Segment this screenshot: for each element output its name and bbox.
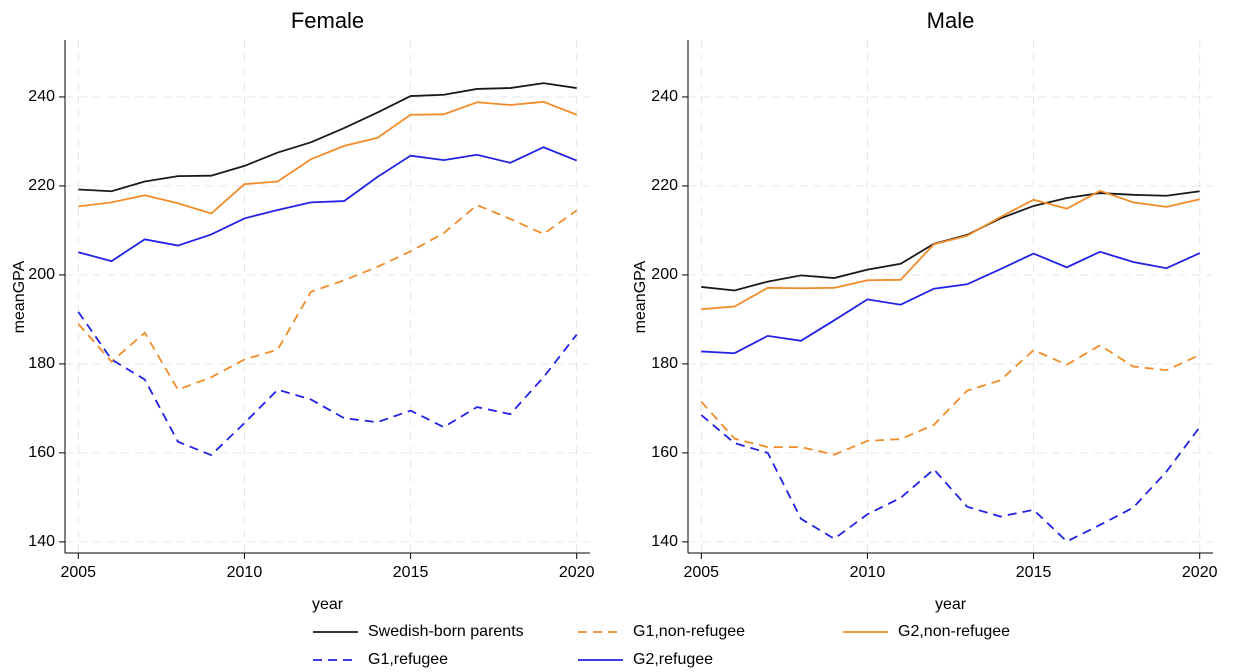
y-tick-label: 140 xyxy=(651,533,678,550)
y-tick-label: 160 xyxy=(651,444,678,461)
y-tick-label: 240 xyxy=(28,88,55,105)
x-tick-label: 2005 xyxy=(60,564,96,581)
chart-title: Male xyxy=(927,8,975,33)
y-axis-label: meanGPA xyxy=(11,260,28,333)
y-tick-label: 240 xyxy=(651,88,678,105)
series-line xyxy=(78,100,578,215)
y-tick-label: 200 xyxy=(28,266,55,283)
x-tick-label: 2010 xyxy=(227,564,263,581)
legend-label: G1,non-refugee xyxy=(633,623,745,640)
series-line xyxy=(701,189,1200,311)
y-tick-label: 140 xyxy=(28,533,55,550)
y-tick-label: 180 xyxy=(28,355,55,372)
y-tick-label: 160 xyxy=(28,444,55,461)
series-line xyxy=(77,204,578,391)
legend-label: G2,non-refugee xyxy=(898,623,1010,640)
series-line xyxy=(78,146,578,263)
series-line xyxy=(77,311,578,457)
series-line xyxy=(700,414,1201,543)
x-tick-label: 2005 xyxy=(683,564,719,581)
y-tick-label: 200 xyxy=(651,266,678,283)
chart-title: Female xyxy=(291,8,364,33)
y-tick-label: 180 xyxy=(651,355,678,372)
series-line xyxy=(701,250,1201,355)
x-axis-label: year xyxy=(935,596,967,613)
x-tick-label: 2020 xyxy=(1182,564,1218,581)
y-tick-label: 220 xyxy=(28,177,55,194)
series-line xyxy=(78,82,577,193)
legend-label: G1,refugee xyxy=(368,651,448,668)
legend-label: Swedish-born parents xyxy=(368,623,524,640)
y-axis-label: meanGPA xyxy=(632,260,649,333)
x-tick-label: 2015 xyxy=(1016,564,1052,581)
legend-label: G2,refugee xyxy=(633,651,713,668)
x-tick-label: 2020 xyxy=(559,564,595,581)
x-tick-label: 2015 xyxy=(393,564,429,581)
series-line xyxy=(700,344,1201,456)
x-tick-label: 2010 xyxy=(850,564,886,581)
x-axis-label: year xyxy=(312,596,344,613)
y-tick-label: 220 xyxy=(651,177,678,194)
